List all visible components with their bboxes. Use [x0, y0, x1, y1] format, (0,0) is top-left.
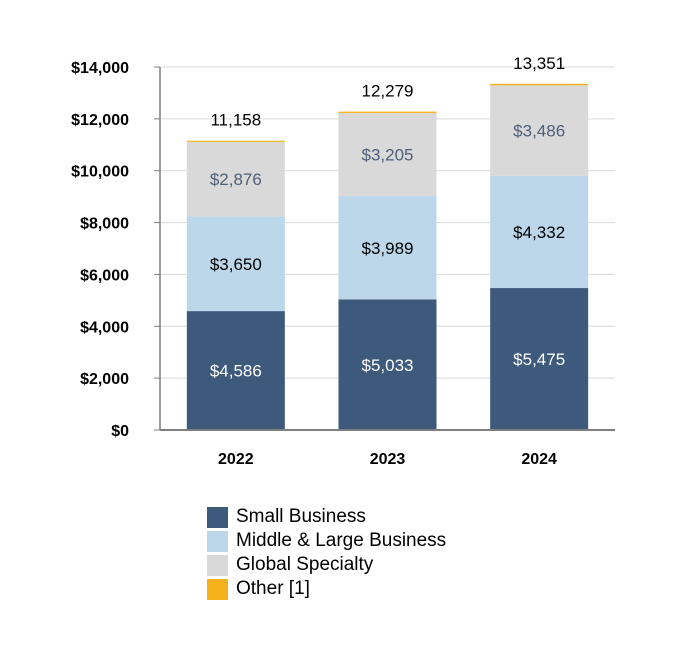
bar-segment [490, 85, 589, 176]
bar-segment [338, 111, 437, 113]
legend-label-middle-large-business: Middle & Large Business [236, 530, 447, 551]
data-label: $4,586 [210, 362, 262, 381]
bar-segment [186, 311, 285, 430]
total-label: 11,158 [210, 111, 261, 130]
y-tick-label: $6,000 [80, 267, 129, 284]
legend-item-middle-large-business: Middle & Large Business [207, 529, 446, 553]
legend-label-other: Other [1] [236, 578, 310, 599]
bar-segment [490, 83, 589, 86]
y-tick-label: $14,000 [71, 60, 129, 77]
legend: Small Business Middle & Large Business G… [207, 505, 446, 601]
total-label: 13,351 [513, 54, 565, 73]
bar-segment [338, 112, 437, 197]
legend-swatch-other [207, 578, 228, 600]
legend-swatch-small-business [207, 506, 228, 528]
legend-item-other: Other [1] [207, 577, 446, 601]
data-label: $3,989 [362, 239, 414, 258]
x-tick-label: 2024 [521, 451, 557, 468]
y-tick-label: $12,000 [71, 112, 129, 129]
x-tick-label: 2023 [370, 451, 406, 468]
bar-segment [186, 141, 285, 217]
y-axis: $0 $2,000 $4,000 $6,000 $8,000 $10,000 $12,000… [71, 60, 161, 440]
data-label: $2,876 [210, 170, 262, 189]
data-label: $5,475 [513, 350, 565, 369]
total-label: 12,279 [362, 82, 414, 101]
data-label: $4,332 [513, 223, 565, 242]
data-label: $3,205 [362, 146, 414, 165]
legend-item-global-specialty: Global Specialty [207, 553, 446, 577]
data-label: $5,033 [362, 356, 414, 375]
y-tick-label: $0 [111, 423, 129, 440]
y-tick-label: $10,000 [71, 164, 129, 181]
data-label: $3,486 [513, 122, 565, 141]
x-axis: 2022 2023 2024 [160, 429, 615, 468]
legend-item-small-business: Small Business [207, 505, 446, 529]
x-tick-label: 2022 [218, 451, 254, 468]
bar-segment [186, 216, 285, 312]
data-label: $3,650 [210, 255, 262, 274]
legend-label-global-specialty: Global Specialty [236, 554, 374, 575]
legend-label-small-business: Small Business [236, 506, 366, 527]
bar-segment [338, 196, 437, 300]
y-tick-label: $4,000 [80, 319, 129, 336]
y-tick-label: $8,000 [80, 216, 129, 233]
bar-segment [338, 299, 437, 430]
legend-swatch-middle-large-business [207, 530, 228, 552]
y-tick-label: $2,000 [80, 371, 129, 388]
bar-segment [490, 288, 589, 430]
bars: $4,586 $3,650 $2,876 11,158 $5,033 $3,989 $3,2… [186, 54, 589, 430]
stacked-bar-chart: $0 $2,000 $4,000 $6,000 $8,000 $10,000 $12,000… [71, 54, 615, 468]
bar-segment [490, 175, 589, 289]
bar-segment [186, 140, 285, 142]
legend-swatch-global-specialty [207, 554, 228, 576]
